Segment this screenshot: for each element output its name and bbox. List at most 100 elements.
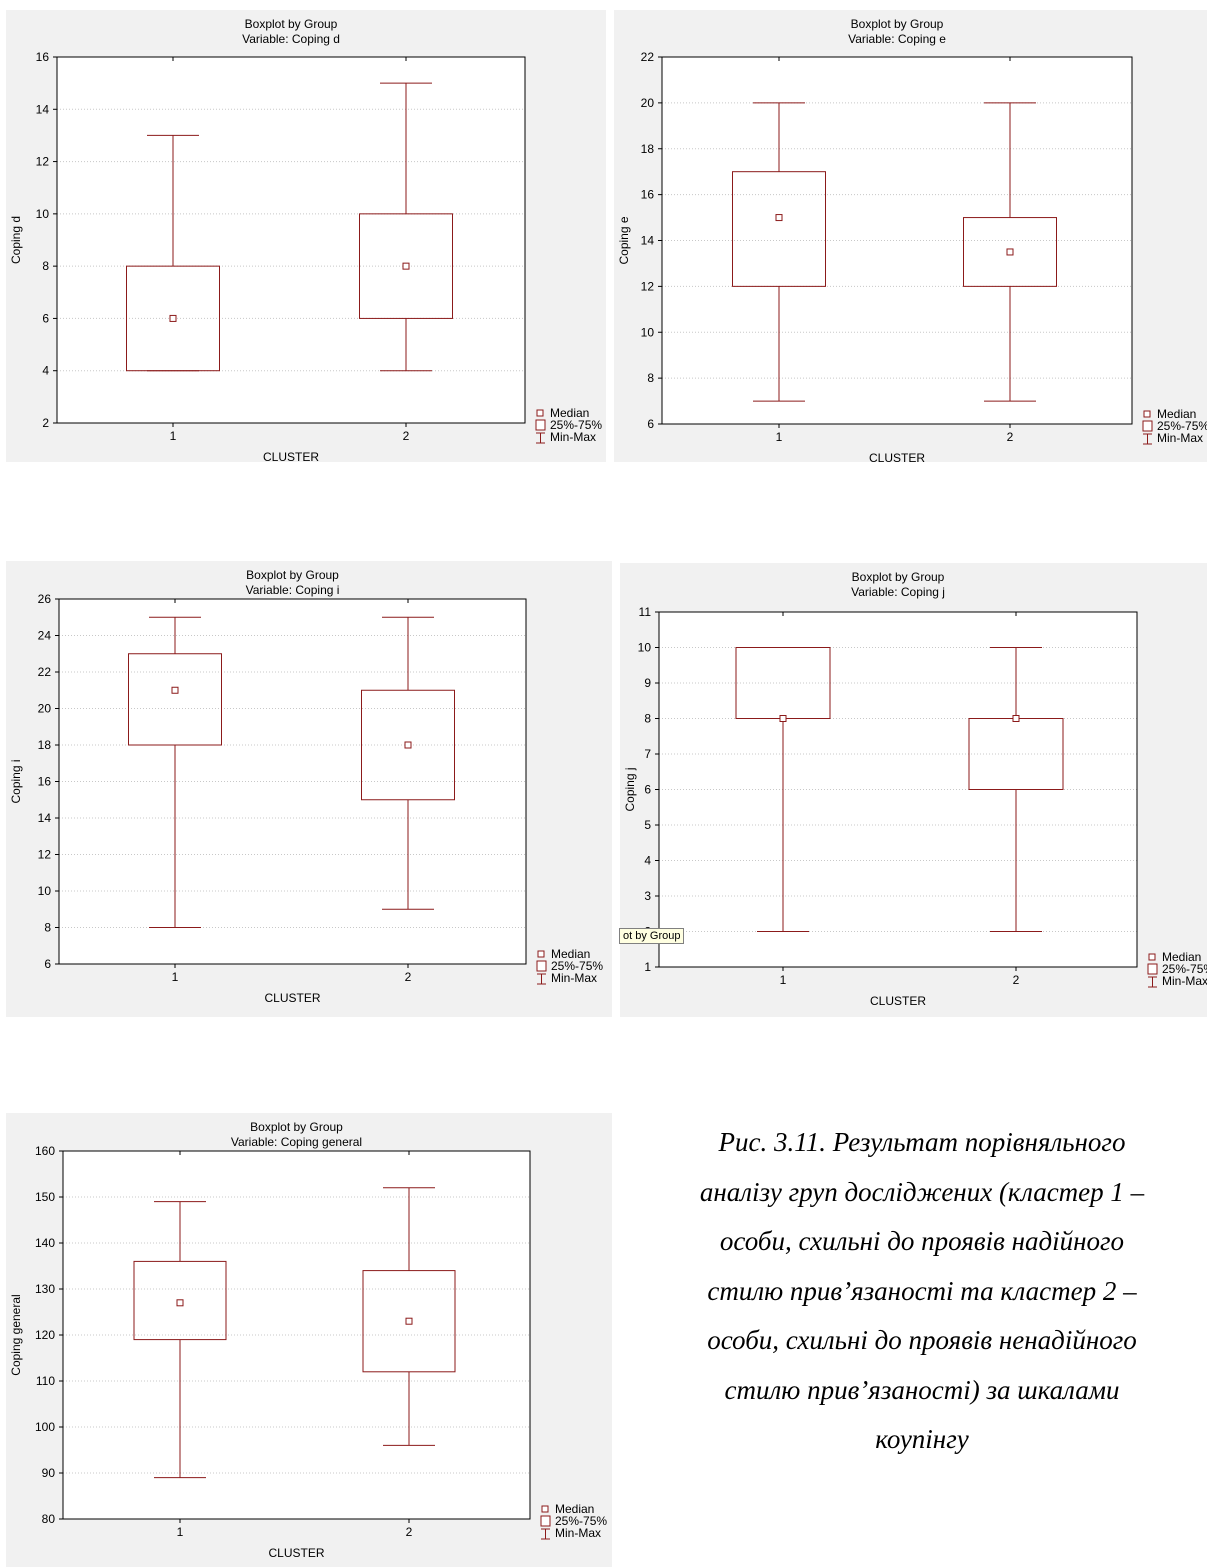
x-tick-label: 2 — [406, 1525, 413, 1539]
chart-title: Boxplot by Group — [250, 1120, 343, 1134]
box-cluster-2 — [362, 1187, 456, 1446]
median-marker — [402, 262, 410, 270]
median-marker — [176, 1299, 184, 1307]
chart-title: Boxplot by Group — [852, 570, 945, 584]
chart-subtitle: Variable: Coping e — [848, 32, 946, 46]
y-tick-label: 18 — [38, 738, 52, 752]
legend-label: 25%-75% — [551, 959, 603, 973]
median-marker — [779, 715, 787, 722]
y-axis-label: Coping e — [617, 216, 631, 264]
legend-minmax-icon — [541, 1528, 550, 1540]
y-tick-label: 7 — [644, 747, 651, 761]
legend-median-icon — [1148, 953, 1156, 961]
x-tick-label: 2 — [1013, 973, 1020, 987]
median-marker — [405, 1317, 413, 1325]
plot-area — [659, 612, 1137, 967]
x-tick-label: 2 — [405, 970, 412, 984]
plot-frame — [661, 56, 1133, 425]
y-tick-label: 14 — [36, 102, 50, 116]
legend-label: Min-Max — [1157, 431, 1203, 445]
boxplot-coping-j: 123456789101112Boxplot by GroupVariable:… — [620, 563, 1207, 1017]
iqr-box — [362, 1270, 456, 1373]
y-tick-label: 5 — [644, 818, 651, 832]
plot-area — [57, 57, 525, 423]
x-axis-label: CLUSTER — [264, 991, 320, 1005]
y-tick-label: 10 — [38, 884, 52, 898]
box-cluster-1 — [732, 102, 826, 402]
legend-median-icon — [1143, 410, 1151, 418]
y-tick-label: 20 — [641, 96, 655, 110]
chart-subtitle: Variable: Coping d — [242, 32, 340, 46]
legend-label: Median — [1162, 950, 1201, 964]
legend-label: 25%-75% — [1162, 962, 1207, 976]
y-tick-label: 16 — [641, 188, 655, 202]
x-tick-label: 2 — [1007, 430, 1014, 444]
y-tick-label: 100 — [35, 1420, 55, 1434]
y-tick-label: 4 — [42, 364, 49, 378]
x-tick-label: 1 — [172, 970, 179, 984]
iqr-box — [963, 217, 1057, 287]
legend-minmax-icon — [537, 973, 546, 985]
box-cluster-1 — [133, 1201, 227, 1479]
median-marker — [1012, 715, 1020, 722]
y-tick-label: 16 — [38, 775, 52, 789]
chart-title: Boxplot by Group — [851, 17, 944, 31]
y-axis-label: Coping j — [623, 767, 637, 811]
y-tick-label: 16 — [36, 50, 50, 64]
chart-subtitle: Variable: Coping i — [246, 583, 340, 597]
y-tick-label: 6 — [44, 957, 51, 971]
y-tick-label: 3 — [644, 889, 651, 903]
median-marker — [169, 314, 177, 322]
y-tick-label: 10 — [36, 207, 50, 221]
plot-frame — [58, 598, 527, 965]
iqr-box — [133, 1260, 227, 1341]
y-tick-label: 22 — [38, 665, 52, 679]
chart-title: Boxplot by Group — [245, 17, 338, 31]
y-tick-label: 8 — [647, 371, 654, 385]
plot-frame — [658, 611, 1138, 968]
boxplot-svg: 123456789101112Boxplot by GroupVariable:… — [623, 570, 1207, 1008]
plot-area — [59, 599, 526, 964]
y-tick-label: 150 — [35, 1190, 55, 1204]
iqr-box — [359, 213, 453, 319]
x-tick-label: 2 — [403, 429, 410, 443]
boxplot-coping-d: 2 4 6 8 10 12 14 16 1 2 Boxplot by Group Variable: … — [6, 10, 606, 462]
legend-label: 25%-75% — [1157, 419, 1207, 433]
caption-line: аналізу груп досліджених (кластер 1 – — [699, 1176, 1145, 1207]
legend-box-icon — [536, 960, 547, 972]
legend-minmax-icon — [536, 432, 545, 444]
y-tick-label: 24 — [38, 629, 52, 643]
legend-label: Min-Max — [1162, 974, 1207, 988]
y-tick-label: 12 — [641, 279, 655, 293]
caption-line: особи, схильні до проявів надійного — [719, 1226, 1125, 1256]
y-tick-label: 12 — [38, 848, 52, 862]
y-tick-label: 10 — [638, 641, 652, 655]
y-tick-label: 14 — [641, 234, 655, 248]
legend-label: Min-Max — [555, 1526, 601, 1540]
iqr-box — [128, 653, 222, 746]
plot-frame — [62, 1150, 531, 1520]
chart-title: Boxplot by Group — [246, 568, 339, 582]
y-tick-label: 80 — [42, 1512, 56, 1526]
legend-box-icon — [540, 1515, 551, 1527]
y-tick-label: 6 — [647, 417, 654, 431]
median-marker — [775, 214, 783, 222]
iqr-box — [361, 689, 455, 801]
plot-frame — [56, 56, 526, 424]
caption-line: коупінгу — [875, 1424, 969, 1454]
y-tick-label: 20 — [38, 702, 52, 716]
legend-box-icon — [1142, 420, 1153, 432]
legend-label: Min-Max — [551, 971, 597, 985]
y-tick-label: 160 — [35, 1144, 55, 1158]
y-tick-label: 8 — [644, 712, 651, 726]
box-cluster-2 — [968, 647, 1064, 932]
y-tick-label: 10 — [641, 325, 655, 339]
median-marker — [171, 686, 179, 694]
y-tick-label: 6 — [644, 783, 651, 797]
